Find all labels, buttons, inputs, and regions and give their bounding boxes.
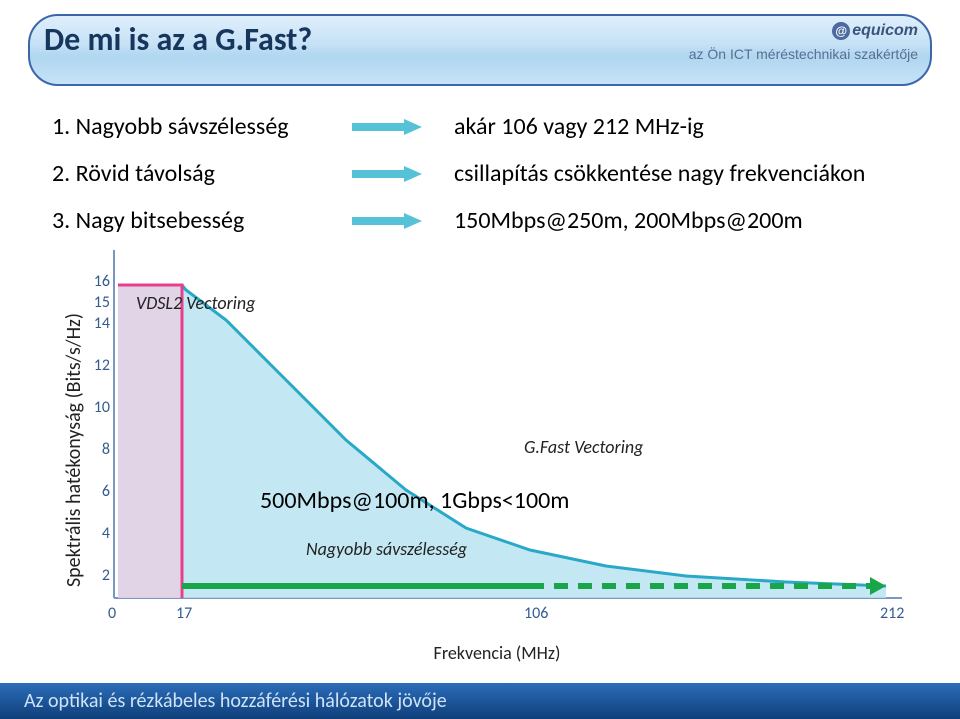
gfast-label: G.Fast Vectoring — [524, 436, 643, 458]
footer-text: Az optikai és rézkábeles hozzáférési hál… — [24, 689, 447, 713]
x-tick: 0 — [108, 604, 116, 623]
list-item: 1. Nagyobb sávszélesség akár 106 vagy 21… — [52, 112, 865, 141]
list-item: 2. Rövid távolság csillapítás csökkentés… — [52, 159, 865, 188]
y-axis-label: Spektrális hatékonyság (Bits/s/Hz) — [52, 313, 86, 587]
y-tick: 16 — [94, 272, 110, 291]
y-tick: 8 — [102, 440, 110, 459]
y-tick: 2 — [102, 566, 110, 585]
item-label: 2. Rövid távolság — [52, 159, 352, 188]
item-label: 3. Nagy bitsebesség — [52, 206, 352, 235]
y-tick: 10 — [94, 398, 110, 417]
arrow-icon — [352, 167, 442, 181]
brand-logo-text: equicom — [852, 22, 918, 39]
item-result: akár 106 vagy 212 MHz-ig — [454, 112, 704, 141]
arrow-icon — [352, 214, 442, 228]
y-tick: 14 — [94, 314, 110, 333]
footer-bar: Az optikai és rézkábeles hozzáférési hál… — [0, 683, 960, 719]
x-axis-label: Frekvencia (MHz) — [86, 642, 908, 664]
page-title: De mi is az a G.Fast? — [44, 20, 312, 59]
brand-logo: @equicom — [832, 22, 918, 40]
item-result: csillapítás csökkentése nagy frekvenciák… — [454, 159, 865, 188]
spectral-efficiency-chart: Spektrális hatékonyság (Bits/s/Hz) 500Mb… — [52, 240, 908, 660]
y-tick: 15 — [94, 293, 110, 312]
list-item: 3. Nagy bitsebesség 150Mbps@250m, 200Mbp… — [52, 206, 865, 235]
tagline: az Ön ICT méréstechnikai szakértője — [689, 46, 918, 62]
y-tick: 6 — [102, 482, 110, 501]
y-tick: 12 — [94, 356, 110, 375]
x-tick: 212 — [880, 604, 904, 623]
vdsl-label: VDSL2 Vectoring — [136, 292, 255, 314]
x-tick: 17 — [176, 604, 192, 623]
bandwidth-label: Nagyobb sávszélesség — [306, 538, 467, 560]
arrow-icon — [352, 120, 442, 134]
item-result: 150Mbps@250m, 200Mbps@200m — [454, 206, 803, 235]
x-tick: 106 — [524, 604, 548, 623]
feature-list: 1. Nagyobb sávszélesség akár 106 vagy 21… — [52, 112, 865, 253]
y-tick: 4 — [102, 524, 110, 543]
extra-result: 500Mbps@100m, 1Gbps<100m — [260, 486, 569, 515]
item-label: 1. Nagyobb sávszélesség — [52, 112, 352, 141]
